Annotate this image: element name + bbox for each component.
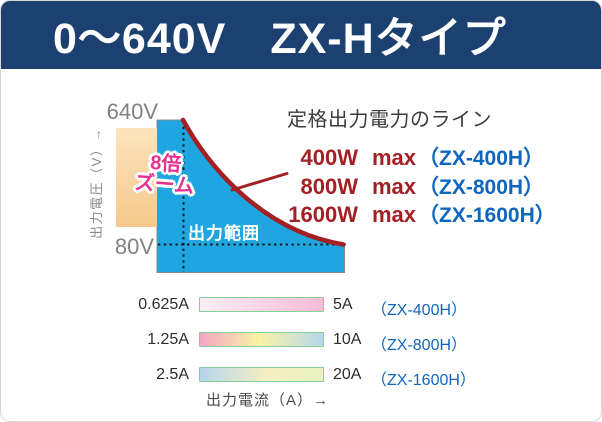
current-range-bar <box>199 297 324 312</box>
zoom-8x-badge: 8倍 ズーム <box>122 151 209 199</box>
y-max-tick-640v: 640V <box>106 99 158 124</box>
watts-value: 1600W <box>288 202 358 227</box>
max-label: max <box>372 174 417 199</box>
watts-value: 400W <box>300 145 358 170</box>
watts-value: 800W <box>300 174 358 199</box>
power-line-row: 1600W max （ZX-1600H） <box>231 199 555 227</box>
current-max-label: 10A <box>333 331 362 348</box>
power-line-row: 800W max （ZX-800H） <box>231 171 545 199</box>
model-name: （ZX-400H） <box>418 147 545 170</box>
zoom-badge-line2: ズーム <box>133 171 195 199</box>
model-name: （ZX-1600H） <box>418 204 556 227</box>
current-range-bar <box>199 332 324 347</box>
zoom-highlight-rect <box>116 128 157 227</box>
y-axis-label: 出力電圧（V）→ <box>89 127 104 239</box>
current-row-model: （ZX-400H） <box>371 302 468 319</box>
x-axis-label: 出力電流（A）→ <box>206 392 330 409</box>
max-label: max <box>372 202 417 227</box>
rated-power-limit-curve <box>180 117 346 247</box>
output-range-label: 出力範囲 <box>188 224 260 243</box>
current-min-label: 1.25A <box>147 331 189 348</box>
current-max-label: 5A <box>333 296 353 313</box>
current-range-bar <box>199 367 324 382</box>
model-name: （ZX-800H） <box>418 176 545 199</box>
max-label: max <box>372 145 417 170</box>
page-title: 0～640V ZX-Hタイプ <box>53 15 507 63</box>
rated-power-title: 定格出力電力のライン <box>287 109 492 131</box>
power-line-row: 400W max （ZX-400H） <box>231 142 545 170</box>
curve-pointer-line <box>230 172 289 192</box>
current-min-label: 0.625A <box>138 296 189 313</box>
title-banner: 0～640V ZX-Hタイプ <box>1 1 601 69</box>
current-max-label: 20A <box>333 366 362 383</box>
y-min-tick-80v: 80V <box>114 234 154 259</box>
current-min-label: 2.5A <box>156 366 189 383</box>
current-row-model: （ZX-800H） <box>371 337 468 354</box>
current-row-model: （ZX-1600H） <box>371 372 476 389</box>
